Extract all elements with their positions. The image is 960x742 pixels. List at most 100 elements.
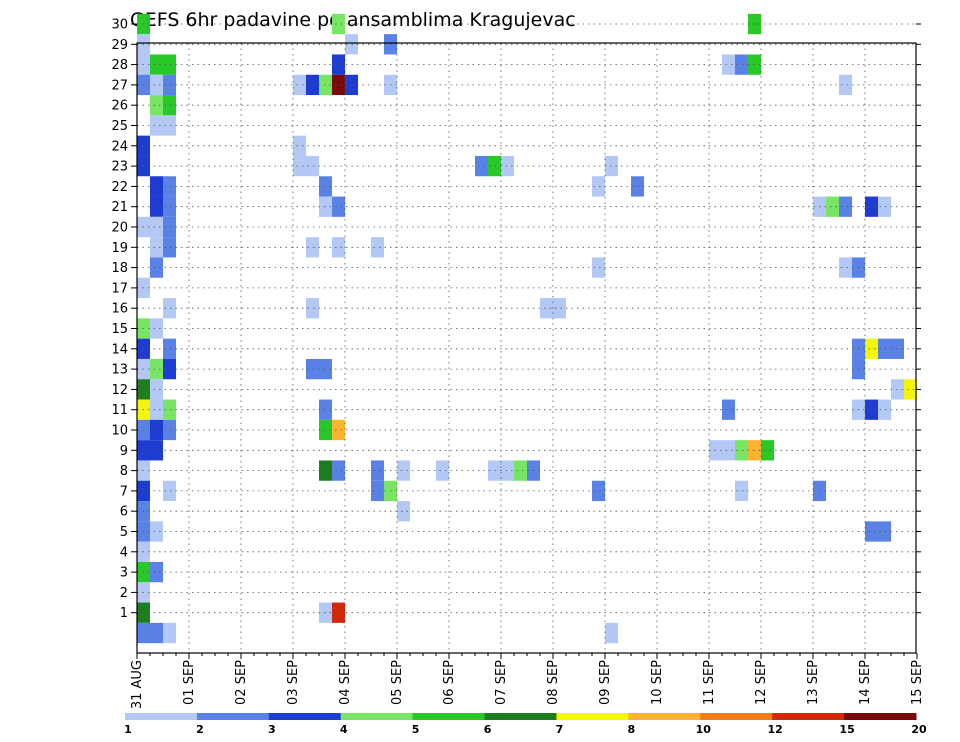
heatmap-cell — [163, 115, 176, 136]
heatmap-cell — [137, 622, 150, 644]
colorbar-label: 10 — [696, 723, 712, 736]
heatmap-cell — [332, 460, 345, 481]
heatmap-cell — [722, 54, 735, 75]
colorbar-segment — [196, 713, 270, 720]
y-tick-label: 30 — [111, 18, 128, 33]
heatmap-cell — [150, 95, 163, 116]
y-tick-label: 24 — [111, 139, 128, 154]
heatmap-cell — [501, 460, 514, 481]
heatmap-cell — [150, 54, 163, 75]
heatmap-cell — [150, 74, 163, 96]
heatmap-cell — [501, 155, 514, 177]
colorbar-segment — [628, 713, 701, 720]
heatmap-cell — [592, 257, 605, 278]
heatmap-cell — [839, 257, 852, 278]
heatmap-cell — [722, 440, 735, 461]
y-tick-label: 26 — [111, 99, 128, 114]
x-tick-label: 31 AUG — [130, 660, 145, 709]
heatmap-cell — [306, 298, 319, 319]
heatmap-cell — [163, 237, 176, 258]
heatmap-cell — [150, 561, 163, 583]
y-tick-label: 10 — [111, 424, 128, 439]
heatmap-cell — [878, 196, 891, 217]
colorbar-label: 5 — [412, 723, 420, 736]
x-tick-label: 07 SEP — [494, 660, 509, 705]
y-tick-label: 1 — [120, 606, 128, 621]
heatmap-cell — [371, 460, 384, 481]
heatmap-cell — [332, 419, 345, 441]
heatmap-cell — [163, 298, 176, 319]
heatmap-cell — [293, 74, 306, 96]
heatmap-cell — [540, 298, 553, 319]
heatmap-cell — [878, 399, 891, 420]
colorbar-label: 15 — [839, 723, 854, 736]
y-tick-label: 15 — [111, 322, 128, 337]
heatmap-cell — [865, 196, 878, 217]
y-tick-label: 7 — [120, 484, 128, 499]
heatmap-cell — [293, 135, 306, 156]
y-tick-label: 3 — [120, 566, 128, 581]
heatmap-cell — [163, 54, 176, 75]
y-tick-label: 14 — [111, 342, 128, 357]
colorbar-label: 12 — [768, 723, 783, 736]
heatmap-cell — [332, 54, 345, 75]
heatmap-cell — [163, 338, 176, 359]
heatmap-cell — [553, 298, 566, 319]
colorbar-segment — [484, 713, 557, 720]
y-tick-label: 11 — [111, 403, 128, 418]
heatmap-cell — [150, 115, 163, 136]
heatmap-cell — [878, 338, 891, 359]
heatmap-cell — [332, 602, 345, 623]
heatmap-cell — [150, 176, 163, 197]
colorbar-label: 2 — [196, 723, 204, 736]
x-axis: 31 AUG 01 SEP 02 SEP 03 SEP 04 SEP 05 SEP 06 S… — [130, 653, 925, 709]
x-tick-label: 12 SEP — [754, 660, 769, 705]
heatmap-cell — [163, 74, 176, 96]
y-tick-label: 27 — [111, 78, 128, 93]
heatmap-cell — [761, 440, 774, 461]
y-tick-label: 23 — [111, 160, 128, 175]
colorbar-segment — [844, 713, 917, 720]
cells-layer — [137, 13, 917, 644]
heatmap-cell — [605, 622, 618, 644]
x-tick-label: 14 SEP — [858, 660, 873, 705]
heatmap-cell — [475, 155, 488, 177]
heatmap-cell — [150, 419, 163, 441]
y-tick-label: 28 — [111, 58, 128, 73]
heatmap-cell — [735, 480, 748, 502]
y-tick-label: 17 — [111, 281, 128, 296]
y-tick-label: 22 — [111, 180, 128, 195]
heatmap-cell — [878, 521, 891, 542]
heatmap-cell — [150, 196, 163, 217]
x-tick-label: 09 SEP — [598, 660, 613, 705]
heatmap-cell — [163, 480, 176, 502]
x-tick-label: 02 SEP — [234, 660, 249, 705]
y-tick-label: 2 — [120, 586, 128, 601]
colorbar-segment — [268, 713, 342, 720]
colorbar-segment — [700, 713, 773, 720]
colorbar-label: 4 — [340, 723, 348, 736]
y-tick-label: 19 — [111, 241, 128, 256]
y-tick-label: 20 — [111, 221, 128, 236]
heatmap-cell — [839, 196, 852, 217]
colorbar-segment — [125, 713, 198, 720]
colorbar-segment — [772, 713, 845, 720]
heatmap-cell — [865, 338, 878, 359]
heatmap-cell — [163, 622, 176, 644]
heatmap-cell — [332, 237, 345, 258]
heatmap-cell — [306, 155, 319, 177]
y-tick-label: 4 — [120, 545, 128, 560]
x-tick-label: 10 SEP — [650, 660, 665, 705]
y-tick-label: 25 — [111, 119, 128, 134]
colorbar-label: 20 — [911, 723, 927, 736]
chart-title: GEFS 6hr padavine po ansamblima Kragujev… — [130, 9, 576, 31]
heatmap-cell — [826, 196, 839, 217]
y-tick-label: 5 — [120, 525, 128, 540]
heatmap-cell — [150, 358, 163, 380]
heatmap-cell — [163, 196, 176, 217]
heatmap-cell — [514, 460, 527, 481]
y-tick-label: 18 — [111, 261, 128, 276]
heatmap-cell — [735, 440, 748, 461]
heatmap-cell — [397, 460, 410, 481]
x-tick-label: 08 SEP — [546, 660, 561, 705]
